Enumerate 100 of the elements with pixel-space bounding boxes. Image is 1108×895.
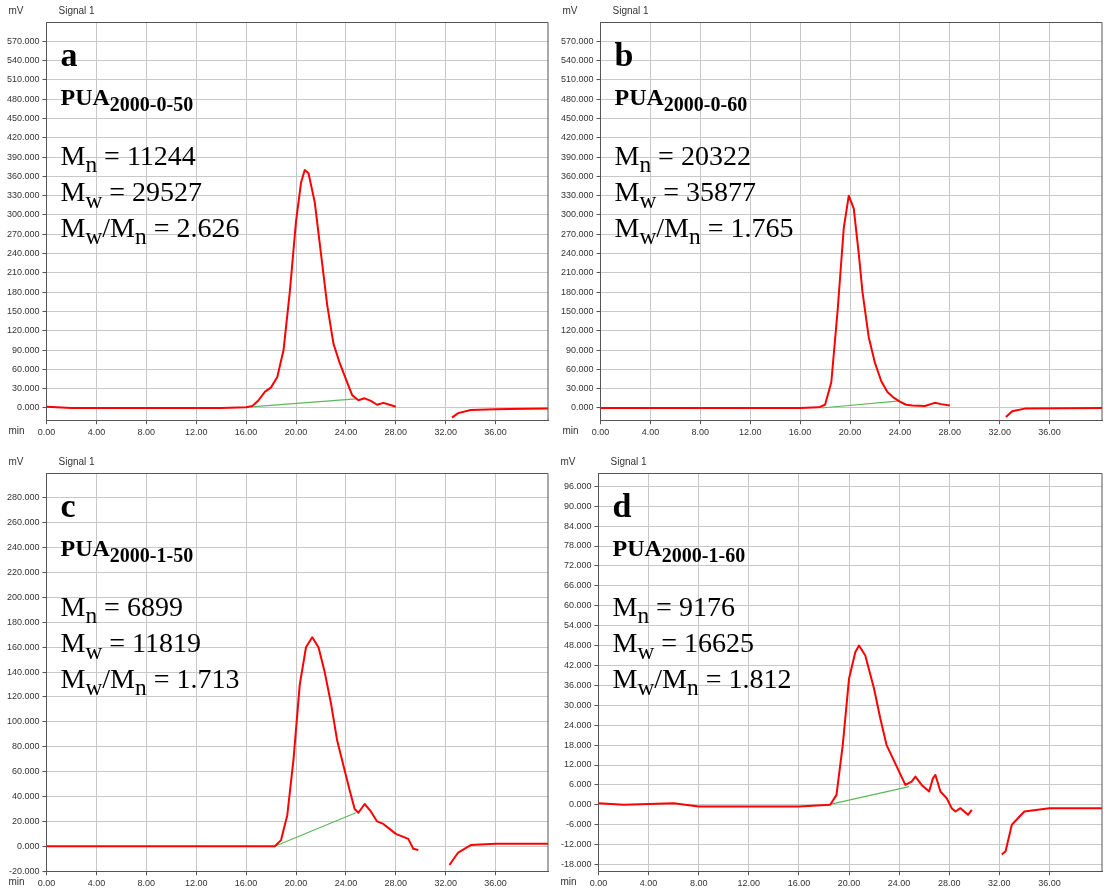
y-tick-label: 150.000 bbox=[6, 305, 40, 316]
y-tick-label: 96.000 bbox=[563, 480, 592, 491]
x-tick-label: 24.00 bbox=[888, 427, 912, 438]
y-tick-label: 240.000 bbox=[6, 542, 40, 553]
y-tick-label: 180.000 bbox=[560, 286, 594, 297]
y-tick-label: 160.000 bbox=[6, 641, 40, 652]
x-tick-label: 28.00 bbox=[384, 427, 408, 438]
y-tick-label: 120.000 bbox=[560, 325, 594, 336]
y-tick-label: 54.000 bbox=[563, 620, 592, 631]
y-tick-label: 42.000 bbox=[563, 659, 592, 670]
x-tick-label: 24.00 bbox=[334, 427, 358, 438]
y-tick-label: 30.000 bbox=[563, 699, 592, 710]
y-axis-title: mV bbox=[8, 4, 24, 16]
y-tick-label: 300.000 bbox=[560, 209, 594, 220]
x-tick-label: 12.00 bbox=[184, 878, 208, 889]
y-tick-label: 72.000 bbox=[563, 560, 592, 571]
y-tick-label: 360.000 bbox=[6, 170, 40, 181]
x-tick-label: 20.00 bbox=[284, 878, 308, 889]
y-tick-label: 220.000 bbox=[6, 567, 40, 578]
y-tick-label: 510.000 bbox=[560, 74, 594, 85]
annotation: b bbox=[614, 36, 634, 74]
y-tick-label: 60.000 bbox=[563, 600, 592, 611]
x-tick-label: 16.00 bbox=[787, 878, 811, 889]
x-tick-label: 16.00 bbox=[234, 878, 258, 889]
y-tick-label: 300.000 bbox=[6, 209, 40, 220]
x-tick-label: 36.00 bbox=[484, 878, 507, 889]
x-axis-title: min bbox=[8, 424, 25, 436]
y-tick-label: 150.000 bbox=[560, 305, 594, 316]
y-tick-label: 540.000 bbox=[6, 55, 40, 66]
x-tick-label: 4.00 bbox=[87, 878, 106, 889]
y-tick-label: 84.000 bbox=[563, 520, 592, 531]
y-tick-label: 330.000 bbox=[560, 190, 594, 201]
annotation: M$_{w}$ = 11819 bbox=[60, 627, 202, 665]
y-tick-label: 330.000 bbox=[6, 190, 40, 201]
annotation: PUA$_{2000-1-50}$ bbox=[60, 535, 194, 567]
x-axis-title: min bbox=[8, 875, 25, 887]
y-tick-label: 18.000 bbox=[563, 739, 592, 750]
y-tick-label: 390.000 bbox=[560, 151, 594, 162]
chart-title: Signal 1 bbox=[58, 455, 96, 467]
x-tick-label: 0.00 bbox=[589, 878, 608, 889]
annotation: c bbox=[60, 487, 76, 525]
y-tick-label: 30.000 bbox=[566, 383, 594, 394]
x-tick-label: 4.00 bbox=[639, 878, 658, 889]
annotation: M$_{n}$ = 9176 bbox=[612, 591, 735, 629]
y-tick-label: 40.000 bbox=[12, 791, 40, 802]
y-tick-label: 60.000 bbox=[566, 363, 594, 374]
y-tick-label: 390.000 bbox=[6, 151, 40, 162]
y-tick-label: 180.000 bbox=[6, 616, 40, 627]
x-tick-label: 8.00 bbox=[137, 427, 156, 438]
y-tick-label: -12.000 bbox=[560, 839, 592, 850]
y-tick-label: 120.000 bbox=[6, 325, 40, 336]
x-axis-title: min bbox=[560, 875, 577, 887]
y-tick-label: 450.000 bbox=[560, 112, 594, 123]
y-tick-label: 210.000 bbox=[560, 267, 594, 278]
annotation: PUA$_{2000-0-60}$ bbox=[614, 84, 748, 116]
y-tick-label: 0.000 bbox=[571, 402, 594, 413]
y-tick-label: 270.000 bbox=[560, 228, 594, 239]
annotation: M$_{w}$ = 29527 bbox=[60, 176, 203, 214]
y-tick-label: 270.000 bbox=[6, 228, 40, 239]
x-tick-label: 20.00 bbox=[838, 427, 862, 438]
y-tick-label: 140.000 bbox=[6, 666, 40, 677]
y-tick-label: 60.000 bbox=[12, 766, 40, 777]
y-tick-label: -20.000 bbox=[9, 865, 40, 876]
y-tick-label: 420.000 bbox=[560, 132, 594, 143]
y-tick-label: 0.000 bbox=[17, 402, 40, 413]
x-tick-label: 12.00 bbox=[184, 427, 208, 438]
y-tick-label: 90.000 bbox=[563, 500, 592, 511]
annotation: M$_{n}$ = 6899 bbox=[60, 591, 183, 629]
annotation: M$_{w}$ = 35877 bbox=[614, 176, 757, 214]
y-axis-title: mV bbox=[560, 455, 576, 467]
y-tick-label: 90.000 bbox=[566, 344, 594, 355]
x-tick-label: 20.00 bbox=[284, 427, 308, 438]
x-tick-label: 32.00 bbox=[434, 427, 457, 438]
chart-title: Signal 1 bbox=[610, 455, 648, 467]
y-tick-label: 280.000 bbox=[6, 492, 40, 503]
y-tick-label: 480.000 bbox=[560, 93, 594, 104]
y-tick-label: 36.000 bbox=[563, 679, 592, 690]
x-tick-label: 0.00 bbox=[37, 427, 56, 438]
y-tick-label: 80.000 bbox=[12, 741, 40, 752]
y-tick-label: 66.000 bbox=[563, 580, 592, 591]
annotation: M$_{n}$ = 20322 bbox=[614, 140, 751, 178]
annotation: d bbox=[612, 487, 632, 525]
x-tick-label: 28.00 bbox=[938, 427, 962, 438]
y-tick-label: 0.000 bbox=[568, 799, 592, 810]
y-tick-label: 78.000 bbox=[563, 540, 592, 551]
y-tick-label: 180.000 bbox=[6, 286, 40, 297]
y-tick-label: 0.000 bbox=[17, 840, 40, 851]
annotation: M$_{w}$/M$_{n}$ = 1.713 bbox=[60, 663, 240, 701]
y-tick-label: 20.000 bbox=[12, 815, 40, 826]
annotation: M$_{w}$/M$_{n}$ = 1.812 bbox=[612, 663, 792, 701]
x-tick-label: 24.00 bbox=[887, 878, 911, 889]
y-tick-label: 120.000 bbox=[6, 691, 40, 702]
x-tick-label: 16.00 bbox=[234, 427, 258, 438]
y-tick-label: 100.000 bbox=[6, 716, 40, 727]
y-tick-label: 570.000 bbox=[6, 35, 40, 46]
x-axis-title: min bbox=[562, 424, 579, 436]
y-tick-label: 450.000 bbox=[6, 112, 40, 123]
y-tick-label: 510.000 bbox=[6, 74, 40, 85]
x-tick-label: 24.00 bbox=[334, 878, 358, 889]
y-axis-title: mV bbox=[8, 455, 24, 467]
